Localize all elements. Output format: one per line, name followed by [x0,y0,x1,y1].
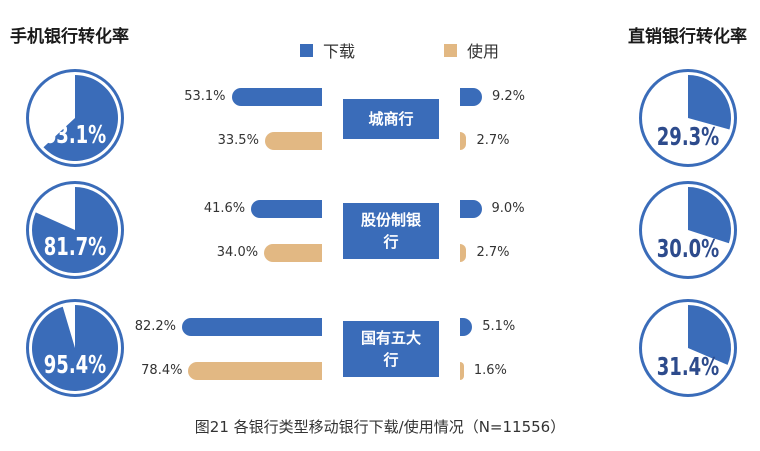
value-direct-download-city: 9.2% [492,89,526,104]
value-mobile-download-state: 82.2% [134,319,176,334]
legend-item-download: 下载 [300,38,355,62]
direct-conversion-pie-joint: 30.0% [638,180,738,280]
category-label-joint: 股份制银行 [343,203,439,259]
bar-direct-use-city [460,132,467,150]
value-mobile-use-state: 78.4% [141,363,183,378]
bar-direct-download-state [460,318,473,336]
direct-conversion-pie-joint-svg [639,181,737,279]
mobile-conversion-pie-city-label: 63.1% [43,120,107,149]
legend-label-download: 下载 [323,42,356,61]
bar-mobile-use-state [188,362,322,380]
direct-conversion-pie-city-label: 29.3% [656,122,720,151]
value-direct-download-joint: 9.0% [491,201,525,216]
direct-conversion-pie-state-label: 31.4% [656,352,720,381]
value-direct-use-joint: 2.7% [476,245,510,260]
direct-conversion-pie-city-slice [688,75,731,130]
mobile-conversion-pie-city: 63.1% [25,68,125,168]
left-header: 手机银行转化率 [10,27,129,47]
mobile-conversion-pie-state-label: 95.4% [43,350,107,379]
value-direct-use-state: 1.6% [473,363,507,378]
bar-mobile-use-joint [264,244,322,262]
value-mobile-download-joint: 41.6% [203,201,246,216]
bar-mobile-download-state [182,318,322,336]
bar-mobile-use-city [264,132,322,150]
bar-mobile-download-joint [251,200,322,218]
direct-conversion-pie-state-svg [639,299,737,397]
direct-conversion-pie-joint-label: 30.0% [656,234,720,263]
direct-conversion-pie-city: 29.3% [638,68,738,168]
mobile-conversion-pie-city-svg [26,69,124,167]
value-direct-use-city: 2.7% [476,133,510,148]
direct-conversion-pie-joint-slice [688,187,731,244]
mobile-conversion-pie-city-slice [43,75,119,161]
value-mobile-use-joint: 34.0% [216,245,259,260]
mobile-conversion-pie-joint-label: 81.7% [43,232,107,261]
direct-conversion-pie-state-slice [688,305,731,365]
mobile-conversion-pie-joint-svg [26,181,124,279]
bar-mobile-download-city [231,88,322,106]
bar-direct-use-joint [460,244,467,262]
value-mobile-download-city: 53.1% [184,89,226,104]
value-direct-download-state: 5.1% [482,319,516,334]
bar-direct-download-joint [460,200,482,218]
mobile-conversion-pie-joint-slice [31,187,118,273]
value-mobile-use-city: 33.5% [217,133,259,148]
category-label-state: 国有五大行 [343,321,439,377]
category-label-city: 城商行 [343,99,439,139]
direct-conversion-pie-city-svg [639,69,737,167]
chart-caption: 图21 各银行类型移动银行下载/使用情况（N=11556） [194,418,566,436]
right-header: 直销银行转化率 [628,27,747,47]
mobile-conversion-pie-state-slice [31,305,118,391]
legend-label-use: 使用 [467,42,500,61]
bar-direct-use-state [460,362,464,380]
legend-swatch-download [300,43,313,57]
mobile-conversion-pie-state-svg [26,299,124,397]
legend-item-use: 使用 [444,38,499,62]
mobile-conversion-pie-joint: 81.7% [25,180,125,280]
direct-conversion-pie-state: 31.4% [638,298,738,398]
bar-direct-download-city [460,88,482,106]
mobile-conversion-pie-state: 95.4% [25,298,125,398]
legend-swatch-use [444,43,457,57]
